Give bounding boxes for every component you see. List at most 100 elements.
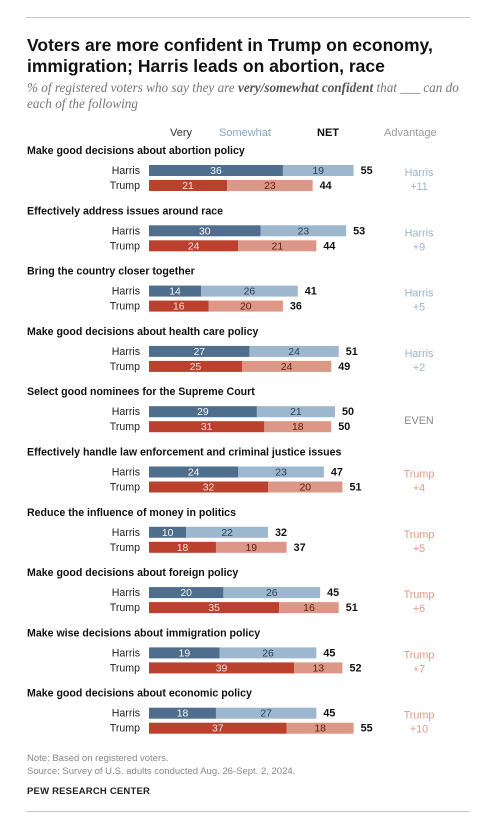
chart-subtitle: % of registered voters who say they are … xyxy=(27,80,467,112)
advantage-even: EVEN xyxy=(404,415,433,427)
trump-very-bar xyxy=(149,722,287,734)
harris-somewhat-bar xyxy=(186,526,269,538)
harris-somewhat-bar xyxy=(223,587,321,599)
category-label: Make good decisions about economic polic… xyxy=(27,688,252,700)
subtitle-after: that ___ can do each of the following xyxy=(27,80,459,111)
harris-very-bar xyxy=(149,406,257,418)
trump-very-bar xyxy=(149,421,265,433)
candidate-label: Harris xyxy=(112,225,140,237)
advantage-margin: +5 xyxy=(413,543,425,555)
header-somewhat: Somewhat xyxy=(219,127,271,139)
harris-very-value: 10 xyxy=(162,528,174,539)
source-line: Source: Survey of U.S. adults conducted … xyxy=(27,766,296,777)
advantage-leader: Trump xyxy=(404,710,435,722)
harris-very-value: 30 xyxy=(199,226,211,237)
harris-somewhat-value: 23 xyxy=(275,468,287,479)
harris-very-bar xyxy=(149,466,239,478)
trump-very-value: 37 xyxy=(212,724,224,735)
header-net: NET xyxy=(317,127,339,139)
advantage-leader: Trump xyxy=(404,649,435,661)
harris-very-value: 24 xyxy=(188,468,200,479)
trump-somewhat-value: 23 xyxy=(264,181,276,192)
trump-somewhat-bar xyxy=(268,481,343,493)
note-line: Note: Based on registered voters. xyxy=(27,753,169,764)
trump-very-value: 16 xyxy=(173,302,185,313)
trump-somewhat-bar xyxy=(242,360,332,372)
advantage-leader: Trump xyxy=(404,529,435,541)
harris-very-bar xyxy=(149,225,261,237)
candidate-label: Harris xyxy=(112,165,140,177)
harris-net-value: 45 xyxy=(323,708,335,720)
advantage-leader: Trump xyxy=(404,589,435,601)
advantage-margin: +7 xyxy=(413,663,425,675)
trump-somewhat-bar xyxy=(286,722,354,734)
harris-somewhat-bar xyxy=(215,707,317,719)
trump-very-value: 39 xyxy=(216,663,228,674)
harris-somewhat-value: 26 xyxy=(262,648,274,659)
advantage-leader: Trump xyxy=(404,469,435,481)
category-label: Effectively handle law enforcement and c… xyxy=(27,447,342,459)
candidate-label: Trump xyxy=(110,180,140,192)
harris-net-value: 32 xyxy=(275,527,287,539)
harris-somewhat-bar xyxy=(256,406,335,418)
category-label: Make wise decisions about immigration po… xyxy=(27,627,260,639)
candidate-label: Harris xyxy=(112,286,140,298)
trump-net-value: 51 xyxy=(346,602,358,614)
harris-net-value: 47 xyxy=(331,467,343,479)
category-label: Effectively address issues around race xyxy=(27,205,223,217)
advantage-leader: Harris xyxy=(405,227,434,239)
harris-very-value: 20 xyxy=(180,588,192,599)
harris-very-bar xyxy=(149,285,202,297)
harris-very-bar xyxy=(149,526,187,538)
harris-net-value: 55 xyxy=(361,165,373,177)
advantage-margin: +5 xyxy=(413,302,425,314)
category-label: Bring the country closer together xyxy=(27,266,195,278)
advantage-leader: Harris xyxy=(405,288,434,300)
category-label: Make good decisions about abortion polic… xyxy=(27,145,245,157)
trump-somewhat-bar xyxy=(294,662,343,674)
harris-net-value: 41 xyxy=(305,286,317,298)
harris-somewhat-bar xyxy=(282,165,354,176)
notes: Note: Based on registered voters. Source… xyxy=(27,752,295,778)
header-very: Very xyxy=(170,127,193,139)
trump-somewhat-value: 19 xyxy=(246,543,258,554)
trump-somewhat-value: 18 xyxy=(292,422,304,433)
harris-very-value: 36 xyxy=(210,166,222,177)
harris-somewhat-value: 27 xyxy=(260,709,272,720)
trump-net-value: 44 xyxy=(320,180,332,192)
category-label: Make good decisions about health care po… xyxy=(27,326,258,338)
source-organization: PEW RESEARCH CENTER xyxy=(27,786,151,797)
harris-net-value: 51 xyxy=(346,346,358,358)
advantage-margin: +9 xyxy=(413,241,425,253)
candidate-label: Harris xyxy=(112,467,140,479)
trump-net-value: 51 xyxy=(349,482,361,494)
trump-very-bar xyxy=(149,240,239,252)
trump-somewhat-bar xyxy=(208,300,283,312)
trump-somewhat-value: 16 xyxy=(303,603,315,614)
candidate-label: Trump xyxy=(110,301,140,313)
candidate-label: Trump xyxy=(110,723,140,735)
advantage-leader: Harris xyxy=(405,348,434,360)
advantage-leader: Harris xyxy=(405,167,434,179)
trump-very-bar xyxy=(149,360,242,372)
harris-very-value: 19 xyxy=(179,648,191,659)
trump-somewhat-bar xyxy=(215,541,287,553)
harris-somewhat-bar xyxy=(249,345,339,357)
candidate-label: Trump xyxy=(110,482,140,494)
candidate-label: Harris xyxy=(112,708,140,720)
candidate-label: Harris xyxy=(112,527,140,539)
bottom-rule xyxy=(26,811,470,812)
trump-very-bar xyxy=(149,300,209,312)
trump-very-bar xyxy=(149,662,295,674)
trump-very-bar xyxy=(149,602,280,614)
harris-somewhat-value: 24 xyxy=(288,347,300,358)
trump-very-value: 21 xyxy=(182,181,194,192)
advantage-margin: +6 xyxy=(413,603,425,615)
candidate-label: Trump xyxy=(110,421,140,433)
trump-very-bar xyxy=(149,541,216,553)
advantage-margin: +2 xyxy=(413,362,425,374)
category-label: Reduce the influence of money in politic… xyxy=(27,507,236,519)
harris-very-value: 14 xyxy=(169,287,181,298)
trump-somewhat-value: 13 xyxy=(312,663,324,674)
header-advantage: Advantage xyxy=(384,127,437,139)
